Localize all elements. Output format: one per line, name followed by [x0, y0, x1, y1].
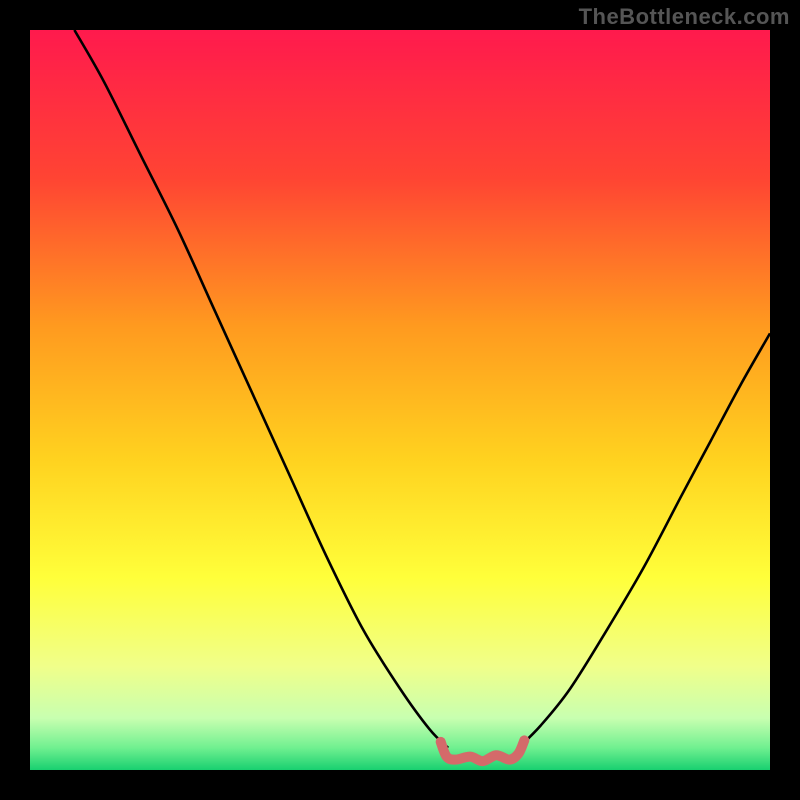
figure-frame: TheBottleneck.com	[0, 0, 800, 800]
bottleneck-curve-chart	[0, 0, 800, 800]
plot-background	[30, 30, 770, 770]
watermark-text: TheBottleneck.com	[579, 4, 790, 30]
